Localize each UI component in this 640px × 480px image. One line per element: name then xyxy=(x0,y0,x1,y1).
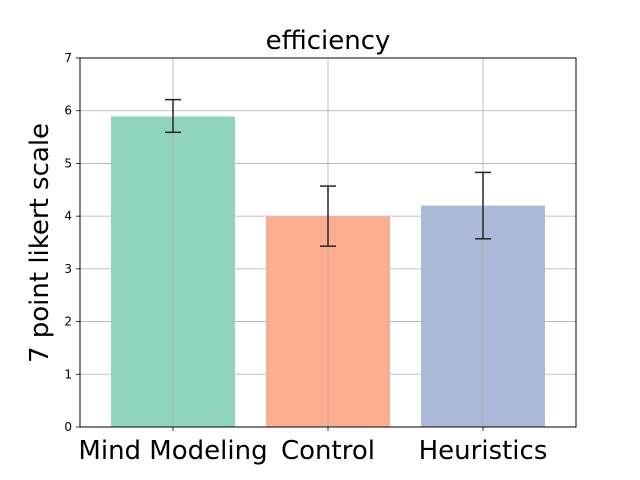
y-tick-label: 6 xyxy=(64,104,72,118)
chart-title: efficiency xyxy=(266,26,391,56)
y-tick-label: 3 xyxy=(64,262,72,276)
y-tick-label: 5 xyxy=(64,156,72,170)
y-tick-label: 4 xyxy=(64,209,72,223)
x-tick-label: Heuristics xyxy=(419,436,548,466)
y-tick-label: 1 xyxy=(64,367,72,381)
x-tick-label: Control xyxy=(281,436,375,466)
x-tick-label: Mind Modeling xyxy=(78,436,267,466)
y-tick-label: 2 xyxy=(64,315,72,329)
y-tick-label: 7 xyxy=(64,51,72,65)
y-axis-label: 7 point likert scale xyxy=(25,123,55,363)
y-tick-label: 0 xyxy=(64,420,72,434)
x-axis-ticks: Mind Modeling Control Heuristics xyxy=(78,427,547,466)
error-bars xyxy=(165,98,491,247)
y-axis-ticks: 0 1 2 3 4 5 6 7 xyxy=(64,51,80,434)
